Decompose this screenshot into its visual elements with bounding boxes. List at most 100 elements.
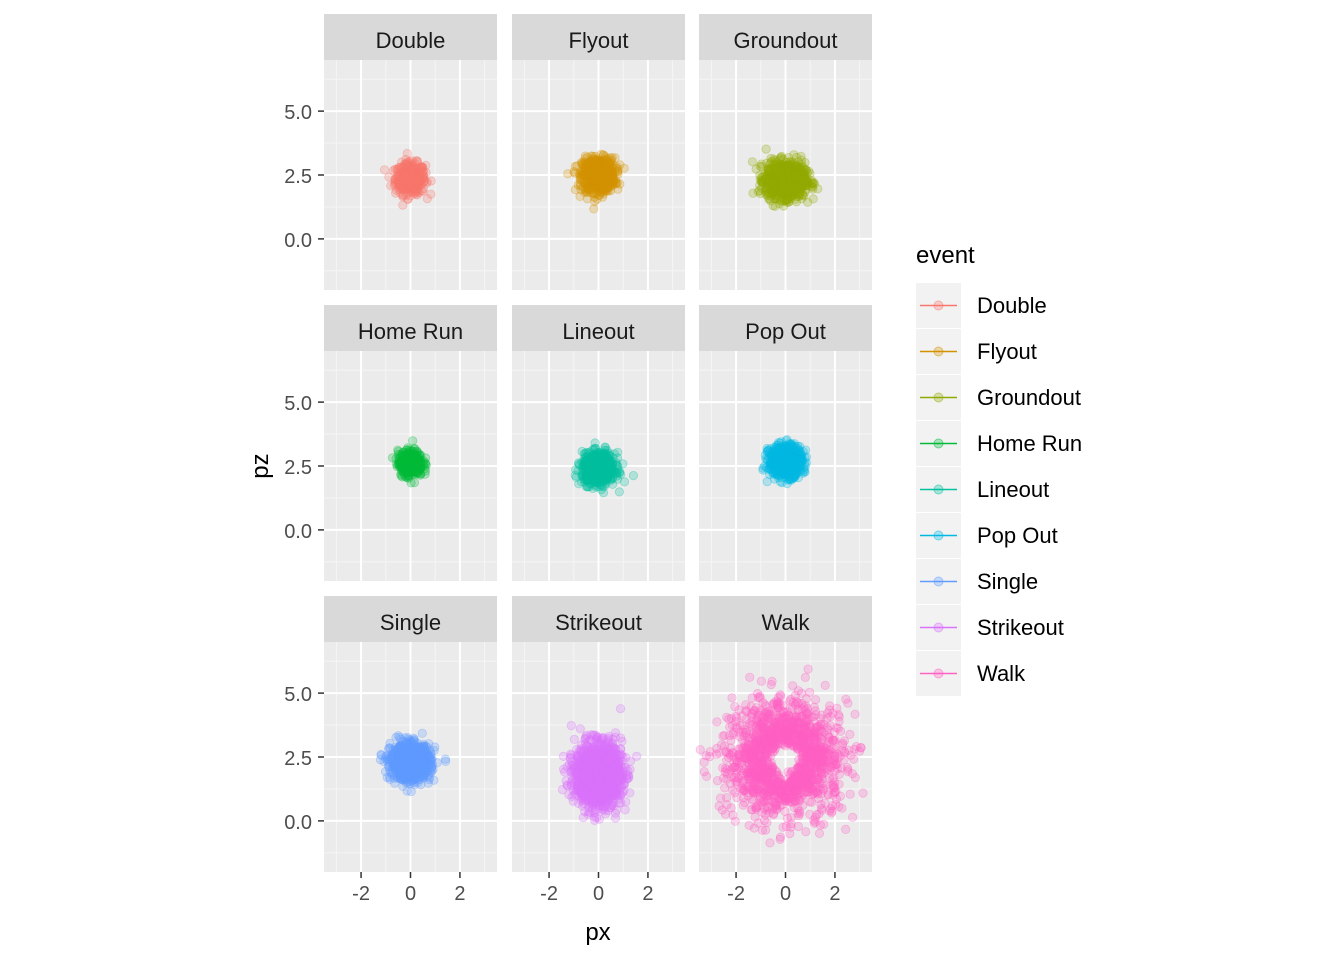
data-point	[399, 168, 409, 178]
facet-strip-label: Single	[380, 610, 441, 635]
data-point	[410, 169, 420, 179]
data-point	[398, 185, 409, 195]
data-point	[409, 175, 419, 185]
data-point	[409, 173, 419, 184]
data-point	[397, 172, 407, 182]
data-point	[588, 173, 598, 183]
data-point	[405, 161, 415, 171]
data-point	[401, 183, 411, 193]
data-point	[398, 183, 409, 193]
data-point	[397, 157, 407, 167]
data-point	[395, 172, 405, 182]
data-point	[405, 166, 416, 176]
data-point	[404, 178, 414, 188]
data-point	[410, 162, 421, 172]
data-point	[405, 182, 415, 193]
data-point	[401, 171, 411, 181]
data-point	[412, 176, 422, 186]
data-point	[415, 170, 425, 180]
data-point	[411, 176, 421, 186]
data-point	[414, 176, 424, 187]
data-point	[397, 172, 408, 182]
data-point	[410, 172, 420, 182]
data-point	[770, 201, 780, 211]
data-point	[408, 170, 418, 180]
data-point	[405, 164, 415, 174]
data-point	[388, 166, 399, 176]
data-point	[411, 170, 421, 180]
data-point	[412, 164, 422, 174]
data-point	[392, 172, 403, 182]
facet-panel: Double	[324, 14, 497, 290]
data-point	[397, 179, 407, 190]
data-point	[780, 468, 790, 478]
data-point	[403, 183, 414, 194]
data-point	[409, 181, 419, 191]
data-point	[414, 167, 424, 177]
data-point	[412, 179, 422, 189]
data-point	[414, 175, 424, 185]
data-point	[783, 167, 793, 177]
data-point	[407, 173, 417, 183]
data-point	[394, 165, 404, 176]
data-point	[404, 175, 414, 185]
data-point	[403, 188, 413, 198]
data-point	[414, 168, 424, 178]
data-point	[574, 479, 584, 489]
data-point	[408, 166, 419, 176]
facet-strip-label: Lineout	[562, 319, 634, 344]
data-point	[400, 160, 410, 170]
data-point	[406, 187, 416, 197]
data-point	[396, 176, 406, 186]
data-point	[761, 144, 771, 154]
data-point	[415, 170, 425, 181]
data-point	[404, 178, 414, 188]
data-point	[401, 179, 411, 189]
data-point	[403, 166, 413, 177]
data-point	[394, 180, 404, 190]
data-point	[409, 174, 419, 184]
facet-strip-label: Groundout	[734, 28, 838, 53]
data-point	[407, 172, 418, 182]
data-point	[407, 169, 417, 180]
data-point	[406, 161, 416, 171]
facet-panel: Home Run	[324, 305, 497, 581]
data-point	[403, 183, 413, 193]
data-point	[401, 162, 411, 172]
data-point	[414, 169, 424, 179]
data-point	[407, 171, 417, 181]
data-point	[413, 173, 423, 183]
data-point	[563, 169, 573, 179]
data-point	[411, 184, 422, 194]
data-point	[411, 168, 421, 178]
facet-panel: Flyout	[512, 14, 685, 290]
data-point	[803, 197, 813, 207]
data-point	[400, 459, 410, 469]
data-point	[401, 154, 411, 165]
data-point	[406, 171, 416, 181]
data-point	[628, 471, 639, 481]
data-point	[587, 184, 597, 194]
data-point	[409, 184, 419, 194]
data-point	[791, 170, 801, 180]
data-point	[414, 188, 424, 198]
data-point	[409, 185, 419, 195]
data-point	[413, 179, 423, 189]
data-point	[771, 458, 782, 468]
data-point	[402, 170, 412, 180]
data-point	[394, 171, 404, 181]
data-point	[601, 167, 611, 177]
data-point	[416, 186, 427, 196]
data-point	[408, 181, 419, 191]
data-point	[411, 176, 421, 186]
data-point	[399, 178, 409, 189]
data-point	[401, 172, 411, 182]
data-point	[405, 169, 415, 179]
data-point	[397, 184, 407, 194]
data-point	[395, 181, 405, 191]
data-point	[400, 159, 410, 169]
data-point	[402, 148, 412, 159]
data-point	[397, 168, 408, 178]
data-point	[409, 172, 419, 182]
